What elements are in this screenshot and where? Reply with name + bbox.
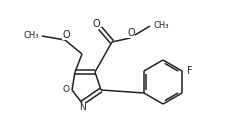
Text: O: O xyxy=(62,30,70,40)
Text: O: O xyxy=(127,28,135,38)
Text: N: N xyxy=(80,103,86,112)
Text: CH₃: CH₃ xyxy=(153,21,168,30)
Text: F: F xyxy=(187,66,193,76)
Text: CH₃: CH₃ xyxy=(24,30,39,39)
Text: O: O xyxy=(92,19,100,29)
Text: O: O xyxy=(63,86,70,95)
